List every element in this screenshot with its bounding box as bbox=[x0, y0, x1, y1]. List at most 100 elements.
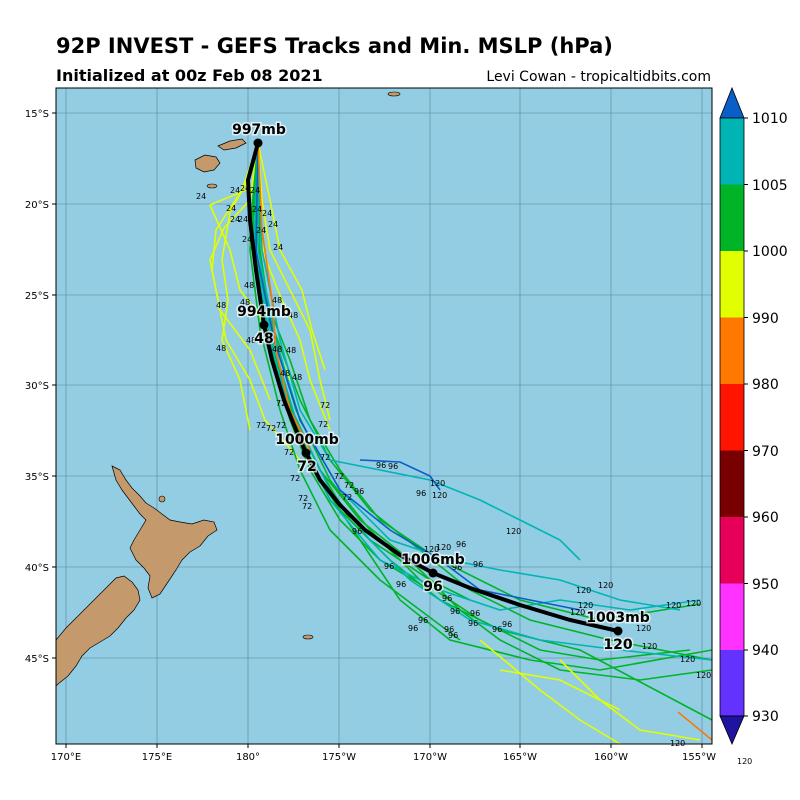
svg-text:48: 48 bbox=[280, 369, 290, 378]
svg-text:120: 120 bbox=[696, 671, 711, 680]
svg-text:120: 120 bbox=[506, 527, 521, 536]
colorbar-tick-label: 990 bbox=[752, 311, 779, 327]
colorbar-tick-label: 930 bbox=[752, 709, 779, 725]
land-fiji-viti-levu bbox=[194, 154, 221, 173]
colorbar-bottom-arrow bbox=[719, 715, 745, 746]
svg-text:96: 96 bbox=[470, 609, 480, 618]
land-south-island bbox=[55, 575, 141, 687]
svg-text:24: 24 bbox=[256, 226, 266, 235]
svg-text:48: 48 bbox=[244, 281, 254, 290]
svg-text:120: 120 bbox=[436, 543, 451, 552]
colorbar-tick-label: 1010 bbox=[752, 111, 788, 127]
land-samoa bbox=[387, 91, 401, 97]
svg-text:96: 96 bbox=[396, 580, 406, 589]
svg-text:72: 72 bbox=[298, 494, 308, 503]
lat-tick-label: 35°S bbox=[25, 472, 49, 483]
colorbar-tick-label: 980 bbox=[752, 377, 779, 393]
svg-text:24: 24 bbox=[196, 192, 206, 201]
mean-marker-72 bbox=[301, 448, 311, 458]
land-great-barrier bbox=[158, 495, 166, 503]
lat-tick-label: 20°S bbox=[25, 200, 49, 211]
mean-pressure-label-0: 997mb bbox=[232, 122, 286, 138]
ocean-background bbox=[56, 88, 712, 744]
svg-text:96: 96 bbox=[418, 616, 428, 625]
svg-text:96: 96 bbox=[388, 462, 398, 471]
svg-text:48: 48 bbox=[286, 346, 296, 355]
svg-text:72: 72 bbox=[334, 472, 344, 481]
svg-text:96: 96 bbox=[444, 625, 454, 634]
svg-text:72: 72 bbox=[276, 399, 286, 408]
svg-text:96: 96 bbox=[448, 631, 458, 640]
svg-text:72: 72 bbox=[266, 424, 276, 433]
lon-tick-label: 155°W bbox=[682, 752, 716, 763]
svg-text:48: 48 bbox=[246, 336, 256, 345]
colorbar-tick-label: 1000 bbox=[752, 244, 788, 260]
svg-text:96: 96 bbox=[384, 562, 394, 571]
colorbar-tick-label: 950 bbox=[752, 577, 779, 593]
mean-marker-120 bbox=[613, 626, 623, 636]
svg-text:24: 24 bbox=[250, 186, 260, 195]
lat-tick-label: 40°S bbox=[25, 563, 49, 574]
svg-text:48: 48 bbox=[288, 311, 298, 320]
mean-marker-48 bbox=[259, 320, 269, 330]
svg-text:72: 72 bbox=[342, 493, 352, 502]
svg-text:96: 96 bbox=[408, 624, 418, 633]
svg-text:72: 72 bbox=[284, 448, 294, 457]
svg-text:72: 72 bbox=[320, 453, 330, 462]
land-kadavu bbox=[206, 183, 218, 189]
svg-text:120: 120 bbox=[686, 599, 701, 608]
lat-tick-label: 25°S bbox=[25, 291, 49, 302]
svg-text:96: 96 bbox=[456, 540, 466, 549]
colorbar-band bbox=[720, 583, 744, 650]
mean-pressure-label-72: 1000mb bbox=[275, 432, 339, 448]
mean-marker-96 bbox=[428, 568, 438, 578]
svg-text:96: 96 bbox=[352, 527, 362, 536]
svg-text:72: 72 bbox=[344, 481, 354, 490]
svg-text:96: 96 bbox=[416, 489, 426, 498]
svg-text:24: 24 bbox=[238, 215, 248, 224]
svg-text:96: 96 bbox=[376, 461, 386, 470]
colorbar-band bbox=[720, 450, 744, 517]
colorbar-tick-label: 940 bbox=[752, 643, 779, 659]
colorbar-band bbox=[720, 650, 744, 717]
svg-text:48: 48 bbox=[292, 373, 302, 382]
svg-text:24: 24 bbox=[230, 215, 240, 224]
svg-text:96: 96 bbox=[452, 563, 462, 572]
svg-text:72: 72 bbox=[290, 474, 300, 483]
svg-text:120: 120 bbox=[680, 655, 695, 664]
colorbar-band bbox=[720, 118, 744, 185]
svg-text:72: 72 bbox=[302, 502, 312, 511]
colorbar-band bbox=[720, 251, 744, 318]
lon-tick-label: 180° bbox=[236, 752, 260, 763]
svg-text:120: 120 bbox=[576, 586, 591, 595]
land-chatham bbox=[302, 634, 314, 640]
svg-text:120: 120 bbox=[578, 601, 593, 610]
colorbar-tick-label: 970 bbox=[752, 444, 779, 460]
chart-subtitle: Initialized at 00z Feb 08 2021 bbox=[56, 66, 323, 85]
svg-text:48: 48 bbox=[272, 296, 282, 305]
lat-tick-label: 45°S bbox=[25, 654, 49, 665]
svg-text:120: 120 bbox=[430, 479, 445, 488]
svg-text:120: 120 bbox=[636, 624, 651, 633]
lon-tick-label: 170°W bbox=[413, 752, 447, 763]
colorbar-bottom-text: 120 bbox=[737, 757, 752, 766]
svg-text:24: 24 bbox=[242, 235, 252, 244]
mean-markers bbox=[253, 138, 623, 636]
lat-tick-label: 15°S bbox=[25, 109, 49, 120]
mean-hour-label-72: 72 bbox=[297, 459, 316, 475]
svg-text:120: 120 bbox=[598, 581, 613, 590]
svg-text:120: 120 bbox=[642, 642, 657, 651]
lon-tick-label: 165°W bbox=[503, 752, 537, 763]
svg-text:120: 120 bbox=[666, 601, 681, 610]
svg-text:24: 24 bbox=[230, 186, 240, 195]
svg-text:96: 96 bbox=[468, 619, 478, 628]
svg-text:24: 24 bbox=[262, 209, 272, 218]
mean-hour-label-48: 48 bbox=[254, 331, 273, 347]
lat-tick-label: 30°S bbox=[25, 381, 49, 392]
colorbar-band bbox=[720, 317, 744, 384]
lon-tick-label: 170°E bbox=[51, 752, 81, 763]
svg-text:96: 96 bbox=[473, 560, 483, 569]
mean-hour-label-120: 120 bbox=[603, 637, 632, 653]
svg-text:72: 72 bbox=[276, 421, 286, 430]
